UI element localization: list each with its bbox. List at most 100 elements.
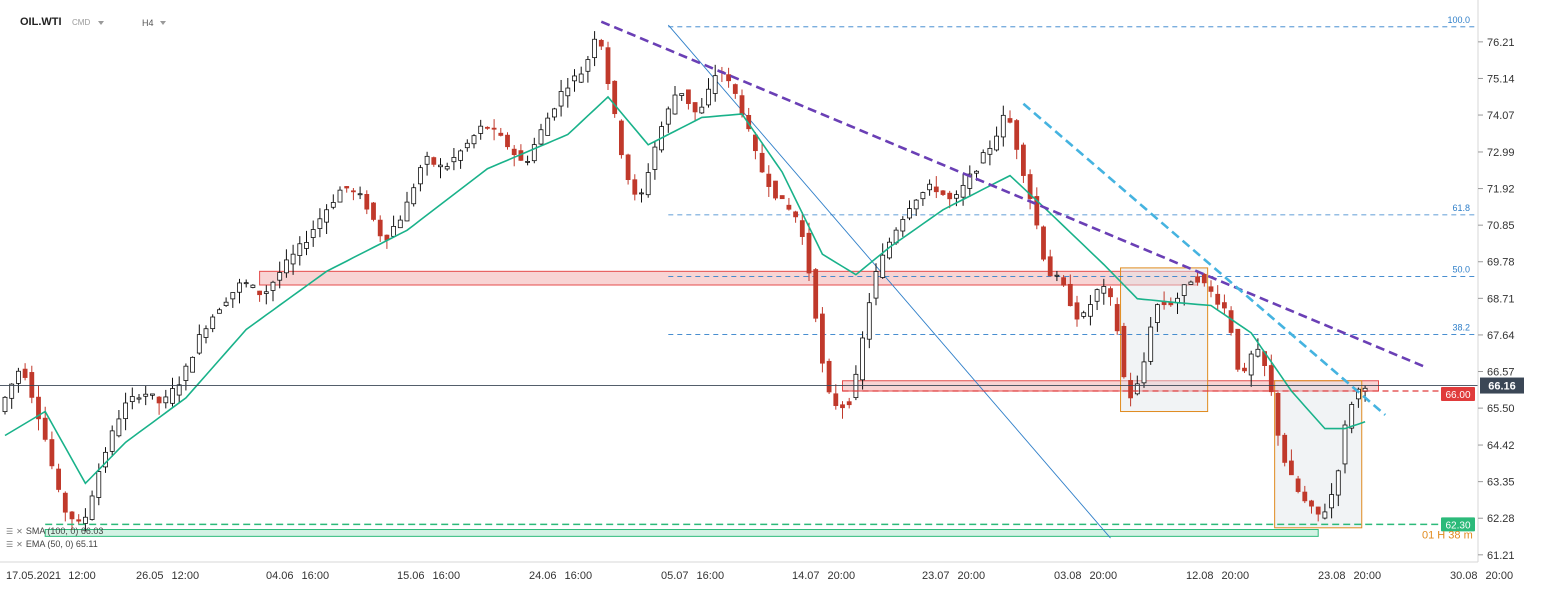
candle[interactable] <box>304 230 309 256</box>
candle[interactable] <box>397 215 403 229</box>
menu-icon[interactable]: ☰ <box>6 526 14 536</box>
candle[interactable] <box>1121 322 1127 379</box>
candle[interactable] <box>283 249 289 278</box>
candle[interactable] <box>324 204 330 235</box>
candle[interactable] <box>1114 297 1120 335</box>
candle[interactable] <box>230 292 236 308</box>
candle[interactable] <box>491 119 497 141</box>
candle[interactable] <box>129 387 135 410</box>
candle[interactable] <box>357 186 363 200</box>
candle[interactable] <box>424 151 430 176</box>
candle[interactable] <box>444 162 450 171</box>
candle[interactable] <box>216 307 222 314</box>
candle[interactable] <box>243 279 249 288</box>
candle[interactable] <box>652 141 658 180</box>
candle[interactable] <box>1088 294 1093 326</box>
candle[interactable] <box>699 97 705 114</box>
candle[interactable] <box>1014 118 1020 160</box>
candle[interactable] <box>853 365 859 401</box>
chevron-down-icon[interactable] <box>160 21 166 25</box>
candle[interactable] <box>1248 350 1254 387</box>
candle[interactable] <box>565 77 571 108</box>
candle[interactable] <box>639 188 644 203</box>
candle[interactable] <box>250 284 256 289</box>
candle[interactable] <box>411 183 417 207</box>
menu-icon[interactable]: ☰ <box>6 539 14 549</box>
candle[interactable] <box>297 236 303 266</box>
zone-support[interactable] <box>44 529 1319 537</box>
candle[interactable] <box>451 147 457 171</box>
candle[interactable] <box>980 149 986 164</box>
candle[interactable] <box>907 200 912 221</box>
candle[interactable] <box>913 198 919 216</box>
candle[interactable] <box>920 191 926 206</box>
candle[interactable] <box>719 66 725 83</box>
candle[interactable] <box>833 384 839 410</box>
candle[interactable] <box>404 191 410 222</box>
candle[interactable] <box>123 392 128 431</box>
candle[interactable] <box>1208 280 1214 298</box>
candle[interactable] <box>1041 225 1046 262</box>
candle[interactable] <box>277 261 283 289</box>
candle[interactable] <box>116 410 122 438</box>
candle[interactable] <box>190 356 196 373</box>
candle[interactable] <box>558 79 564 117</box>
candle[interactable] <box>1000 105 1006 147</box>
candle[interactable] <box>531 137 537 164</box>
candle[interactable] <box>987 140 993 166</box>
candle[interactable] <box>1215 285 1221 311</box>
candle[interactable] <box>873 263 879 306</box>
candle[interactable] <box>1275 392 1281 446</box>
indicator-sma[interactable]: ☰ ✕ SMA (100, 0) 66.03 <box>6 526 103 536</box>
candle[interactable] <box>431 156 437 167</box>
candle[interactable] <box>270 280 276 302</box>
candle[interactable] <box>337 186 343 203</box>
candle[interactable] <box>136 394 142 404</box>
candle[interactable] <box>1228 306 1234 336</box>
candle[interactable] <box>464 139 470 152</box>
candle[interactable] <box>706 78 711 108</box>
candle[interactable] <box>578 66 584 83</box>
candle[interactable] <box>759 143 765 174</box>
candle[interactable] <box>203 325 209 344</box>
candle[interactable] <box>350 188 356 201</box>
candle[interactable] <box>310 220 316 247</box>
candle[interactable] <box>170 377 175 407</box>
chevron-down-icon[interactable] <box>98 21 104 25</box>
candle[interactable] <box>552 107 557 121</box>
candle[interactable] <box>692 102 698 122</box>
candle[interactable] <box>1081 310 1087 319</box>
candle[interactable] <box>458 149 464 169</box>
trendline-purple[interactable] <box>600 20 1426 369</box>
candle[interactable] <box>612 80 618 118</box>
candle[interactable] <box>1021 142 1026 183</box>
candle[interactable] <box>62 491 68 522</box>
candle[interactable] <box>263 285 269 305</box>
candle[interactable] <box>518 144 524 161</box>
candle[interactable] <box>840 401 845 419</box>
candle[interactable] <box>36 385 41 431</box>
candle[interactable] <box>1094 288 1100 311</box>
candle[interactable] <box>1335 469 1341 507</box>
candle[interactable] <box>471 134 477 149</box>
consolidation-box[interactable] <box>1274 380 1363 529</box>
candle[interactable] <box>377 215 383 242</box>
candle[interactable] <box>417 164 423 192</box>
timeframe-selector[interactable]: H4 <box>142 18 154 28</box>
candle[interactable] <box>143 385 149 406</box>
candle[interactable] <box>1322 503 1328 520</box>
candle[interactable] <box>290 244 296 275</box>
close-icon[interactable]: ✕ <box>16 539 23 549</box>
candle[interactable] <box>820 307 825 373</box>
candle[interactable] <box>1067 274 1073 307</box>
candle[interactable] <box>1047 249 1053 277</box>
candle[interactable] <box>183 363 189 391</box>
candle[interactable] <box>15 367 21 393</box>
instrument-type[interactable]: CMD <box>72 18 91 27</box>
candle[interactable] <box>511 145 517 167</box>
candle[interactable] <box>223 297 229 307</box>
candle[interactable] <box>1289 449 1294 476</box>
candle[interactable] <box>163 389 169 409</box>
candle[interactable] <box>1315 506 1321 522</box>
candle[interactable] <box>900 216 906 237</box>
